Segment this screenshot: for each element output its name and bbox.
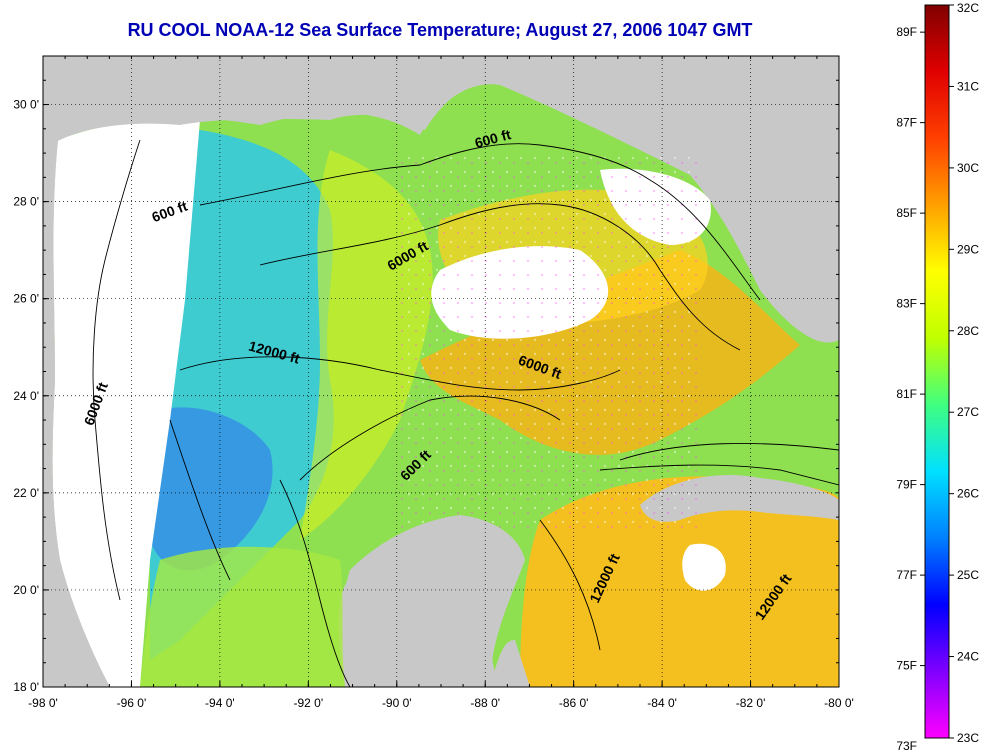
bathymetry-contours xyxy=(92,139,839,687)
map-title: RU COOL NOAA-12 Sea Surface Temperature;… xyxy=(127,20,753,40)
x-tick-label: -84 0' xyxy=(647,696,677,710)
yucatan-land xyxy=(343,515,525,687)
axis-tick-labels: -98 0' -96 0' -94 0' -92 0' -90 0' -88 0' -86 … xyxy=(13,98,853,710)
colorbar-label-c: 29C xyxy=(957,242,979,256)
colorbar-label-f: 89F xyxy=(896,25,917,39)
contour-12000ft-caribbean xyxy=(539,442,839,651)
colorbar-label-c: 26C xyxy=(957,487,979,501)
colorbar-label-c: 31C xyxy=(957,79,979,93)
florida-land xyxy=(690,56,839,339)
y-tick-label: 24 0' xyxy=(13,389,39,403)
x-tick-label: -80 0' xyxy=(824,696,854,710)
colorbar-label-f: 85F xyxy=(896,206,917,220)
colorbar-celsius-labels: 32C 31C 30C 29C 28C 27C 26C 25C 24C 23C xyxy=(957,1,979,745)
contour-cayman xyxy=(599,464,839,486)
colorbar-label-f: 73F xyxy=(896,739,917,753)
graticule xyxy=(43,56,839,687)
contour-600ft-campeche xyxy=(279,479,351,687)
colorbar-label-c: 24C xyxy=(957,650,979,664)
colorbar-label-f: 81F xyxy=(896,387,917,401)
colorbar-label-c: 30C xyxy=(957,161,979,175)
speckle-overlay xyxy=(400,150,700,530)
colorbar-label-f: 87F xyxy=(896,116,917,130)
y-tick-label: 26 0' xyxy=(13,292,39,306)
yellow-green-band xyxy=(300,150,433,540)
blue-patches xyxy=(150,407,273,571)
mexico-land xyxy=(43,140,110,687)
colorbar-label-c: 27C xyxy=(957,405,979,419)
y-tick-label: 22 0' xyxy=(13,486,39,500)
colorbar-label-c: 32C xyxy=(957,1,979,15)
us-coast-land xyxy=(43,56,690,145)
colorbar-label-c: 23C xyxy=(957,731,979,745)
colorbar-ticks xyxy=(920,4,954,739)
x-tick-label: -88 0' xyxy=(470,696,500,710)
x-tick-label: -86 0' xyxy=(559,696,589,710)
colorbar-label-f: 83F xyxy=(896,297,917,311)
colorbar-scale xyxy=(924,4,950,739)
campeche-bay xyxy=(140,546,345,687)
axis-ticks xyxy=(42,55,840,688)
missing-data-west xyxy=(52,119,200,687)
central-america-land xyxy=(490,640,530,687)
colorbar: 89F 87F 85F 83F 81F 79F 77F 75F 73F 32C 31C 30C 29C… xyxy=(896,1,979,753)
contour-6000ft-north xyxy=(259,203,741,351)
contour-600ft-north xyxy=(199,143,761,301)
x-tick-label: -90 0' xyxy=(382,696,412,710)
y-tick-label: 30 0' xyxy=(13,98,39,112)
x-tick-label: -82 0' xyxy=(736,696,766,710)
y-tick-label: 28 0' xyxy=(13,195,39,209)
contour-6000ft-south xyxy=(169,395,561,581)
y-tick-label: 20 0' xyxy=(13,583,39,597)
x-tick-label: -98 0' xyxy=(28,696,58,710)
contour-600ft xyxy=(92,139,141,601)
colorbar-fahrenheit-labels: 89F 87F 85F 83F 81F 79F 77F 75F 73F xyxy=(896,25,917,753)
x-tick-label: -92 0' xyxy=(294,696,324,710)
colorbar-label-f: 75F xyxy=(896,659,917,673)
x-tick-label: -96 0' xyxy=(117,696,147,710)
cloud-gap-yucatan-channel xyxy=(682,543,726,591)
colorbar-label-c: 25C xyxy=(957,568,979,582)
colorbar-label-c: 28C xyxy=(957,324,979,338)
y-tick-label: 18 0' xyxy=(13,680,39,694)
colorbar-label-f: 77F xyxy=(896,568,917,582)
contour-12000ft xyxy=(179,356,621,391)
x-tick-label: -94 0' xyxy=(205,696,235,710)
colorbar-label-f: 79F xyxy=(896,478,917,492)
